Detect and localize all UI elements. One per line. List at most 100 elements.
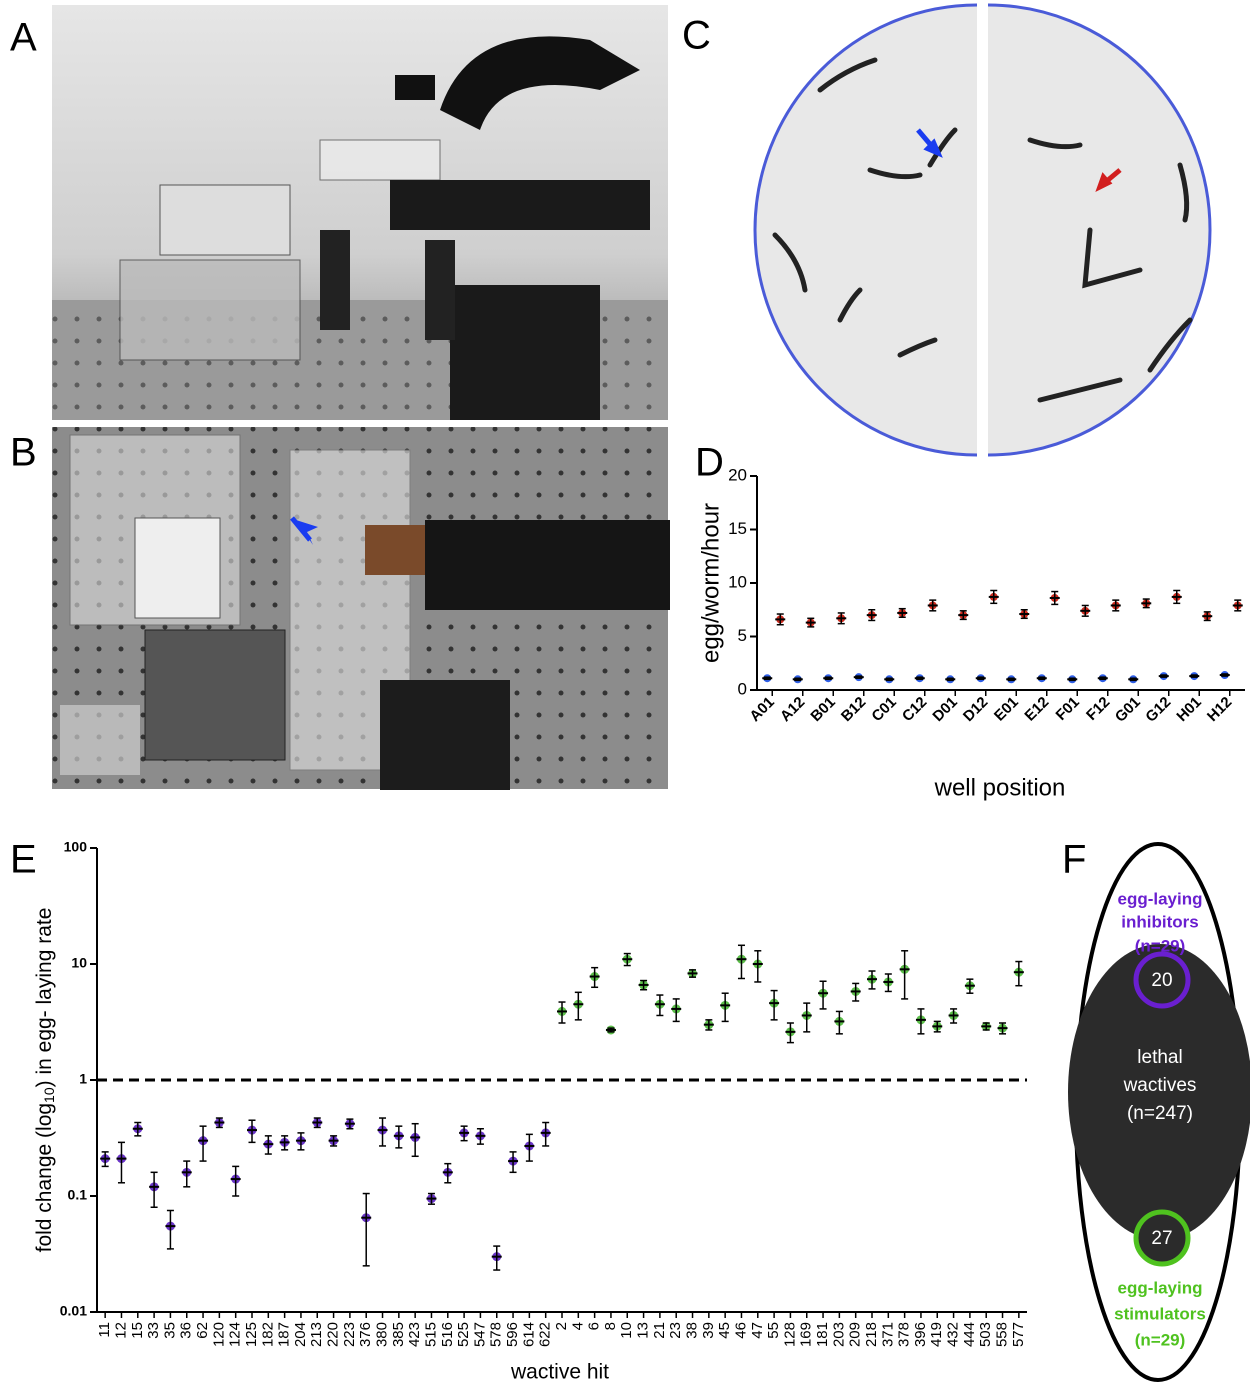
y-tick-label: 1 bbox=[79, 1071, 87, 1087]
x-tick-label: 46 bbox=[732, 1322, 749, 1339]
x-tick-label: G01 bbox=[1112, 694, 1144, 726]
x-tick-label: 181 bbox=[814, 1322, 831, 1347]
x-tick-label: 182 bbox=[259, 1322, 276, 1347]
venn-label: lethal bbox=[1137, 1047, 1182, 1068]
x-tick-label: 218 bbox=[863, 1322, 880, 1347]
x-tick-label: 13 bbox=[635, 1322, 652, 1339]
y-axis-title: egg/worm/hour bbox=[697, 503, 724, 663]
x-tick-label: D12 bbox=[960, 694, 991, 725]
x-tick-label: 4 bbox=[569, 1322, 586, 1330]
panel-label: B bbox=[10, 431, 37, 475]
x-tick-label: 125 bbox=[243, 1322, 260, 1347]
x-tick-label: G12 bbox=[1142, 694, 1174, 726]
x-tick-label: 223 bbox=[341, 1322, 358, 1347]
x-tick-label: E01 bbox=[991, 694, 1022, 725]
x-tick-label: 525 bbox=[455, 1322, 472, 1347]
x-tick-label: 558 bbox=[993, 1322, 1010, 1347]
x-tick-label: 596 bbox=[504, 1322, 521, 1347]
y-axis-title-part: fold change (log bbox=[33, 1103, 56, 1252]
panel-label: C bbox=[682, 14, 711, 58]
x-tick-label: 47 bbox=[749, 1322, 766, 1339]
y-tick-label: 5 bbox=[738, 626, 747, 645]
x-tick-label: 396 bbox=[912, 1322, 929, 1347]
x-tick-label: 23 bbox=[667, 1322, 684, 1339]
x-tick-label: 15 bbox=[129, 1322, 146, 1339]
venn-label: (n=247) bbox=[1127, 1103, 1193, 1124]
x-tick-label: 11 bbox=[96, 1322, 113, 1338]
x-tick-label: 385 bbox=[390, 1322, 407, 1347]
y-axis-title-sub: 10 bbox=[41, 1087, 57, 1103]
x-tick-label: 38 bbox=[683, 1322, 700, 1339]
venn-label: inhibitors bbox=[1121, 912, 1198, 931]
x-tick-label: F01 bbox=[1053, 694, 1083, 724]
x-tick-label: 432 bbox=[945, 1322, 962, 1347]
x-tick-label: 209 bbox=[847, 1322, 864, 1347]
x-tick-label: 444 bbox=[961, 1322, 978, 1347]
x-tick-label: 419 bbox=[928, 1322, 945, 1347]
photo-a bbox=[52, 5, 668, 420]
x-tick-label: 39 bbox=[700, 1322, 717, 1339]
x-tick-label: 8 bbox=[602, 1322, 619, 1330]
venn bbox=[1068, 842, 1250, 1382]
x-tick-label: 10 bbox=[618, 1322, 635, 1339]
x-tick-label: B01 bbox=[807, 694, 838, 725]
x-tick-label: 614 bbox=[520, 1322, 537, 1347]
x-tick-label: A01 bbox=[746, 694, 777, 725]
x-tick-label: 515 bbox=[422, 1322, 439, 1347]
y-tick-label: 0 bbox=[738, 679, 747, 698]
panel-label: E bbox=[10, 838, 37, 882]
x-tick-label: D01 bbox=[929, 694, 960, 725]
x-tick-label: 124 bbox=[227, 1322, 244, 1347]
x-tick-label: 376 bbox=[357, 1322, 374, 1347]
x-tick-label: 62 bbox=[194, 1322, 211, 1339]
x-tick-label: 423 bbox=[406, 1322, 423, 1347]
x-tick-label: 21 bbox=[651, 1322, 668, 1339]
y-tick-label: 10 bbox=[71, 955, 87, 971]
panel-label: A bbox=[10, 16, 37, 60]
venn-label: (n=29) bbox=[1135, 1330, 1186, 1349]
x-tick-label: 169 bbox=[798, 1322, 815, 1347]
x-tick-label: 378 bbox=[896, 1322, 913, 1347]
x-tick-label: 36 bbox=[178, 1322, 195, 1339]
x-tick-label: C12 bbox=[899, 694, 930, 725]
panel-label: F bbox=[1062, 838, 1086, 882]
venn-label: egg-laying bbox=[1117, 889, 1202, 908]
y-tick-label: 15 bbox=[728, 519, 747, 538]
x-tick-label: 380 bbox=[373, 1322, 390, 1347]
y-tick-label: 0.1 bbox=[68, 1187, 88, 1203]
x-tick-label: C01 bbox=[868, 694, 899, 725]
photo-c bbox=[753, 3, 1212, 457]
y-tick-label: 0.01 bbox=[60, 1303, 87, 1319]
x-tick-label: 35 bbox=[161, 1322, 178, 1339]
y-tick-label: 20 bbox=[728, 465, 747, 484]
x-tick-label: E12 bbox=[1021, 694, 1052, 725]
x-tick-label: 220 bbox=[325, 1322, 342, 1347]
x-tick-label: 578 bbox=[488, 1322, 505, 1347]
y-tick-label: 100 bbox=[64, 839, 88, 855]
x-tick-label: 55 bbox=[765, 1322, 782, 1339]
x-tick-label: 187 bbox=[276, 1322, 293, 1347]
venn-count: 27 bbox=[1151, 1228, 1172, 1249]
x-tick-label: 6 bbox=[586, 1322, 603, 1330]
x-tick-label: 577 bbox=[1010, 1322, 1027, 1347]
y-tick-label: 10 bbox=[728, 572, 747, 591]
venn-label: stimulators bbox=[1114, 1304, 1206, 1323]
x-tick-label: 371 bbox=[879, 1322, 896, 1347]
x-tick-label: 503 bbox=[977, 1322, 994, 1347]
x-tick-label: 12 bbox=[112, 1322, 129, 1339]
x-tick-label: 204 bbox=[292, 1322, 309, 1347]
x-tick-label: 128 bbox=[781, 1322, 798, 1347]
venn-label: (n=29) bbox=[1135, 936, 1186, 955]
panel-label: D bbox=[695, 441, 724, 485]
venn-label: wactives bbox=[1123, 1075, 1197, 1096]
venn-label: egg-laying bbox=[1117, 1278, 1202, 1297]
x-tick-label: 547 bbox=[471, 1322, 488, 1347]
x-tick-label: 33 bbox=[145, 1322, 162, 1339]
y-axis-title: fold change (log10) in egg- laying rate bbox=[33, 908, 57, 1253]
x-axis-title: well position bbox=[934, 774, 1066, 801]
x-tick-label: H01 bbox=[1173, 694, 1204, 725]
x-axis-title: wactive hit bbox=[510, 1361, 609, 1384]
x-tick-label: 120 bbox=[210, 1322, 227, 1347]
x-tick-label: 213 bbox=[308, 1322, 325, 1347]
